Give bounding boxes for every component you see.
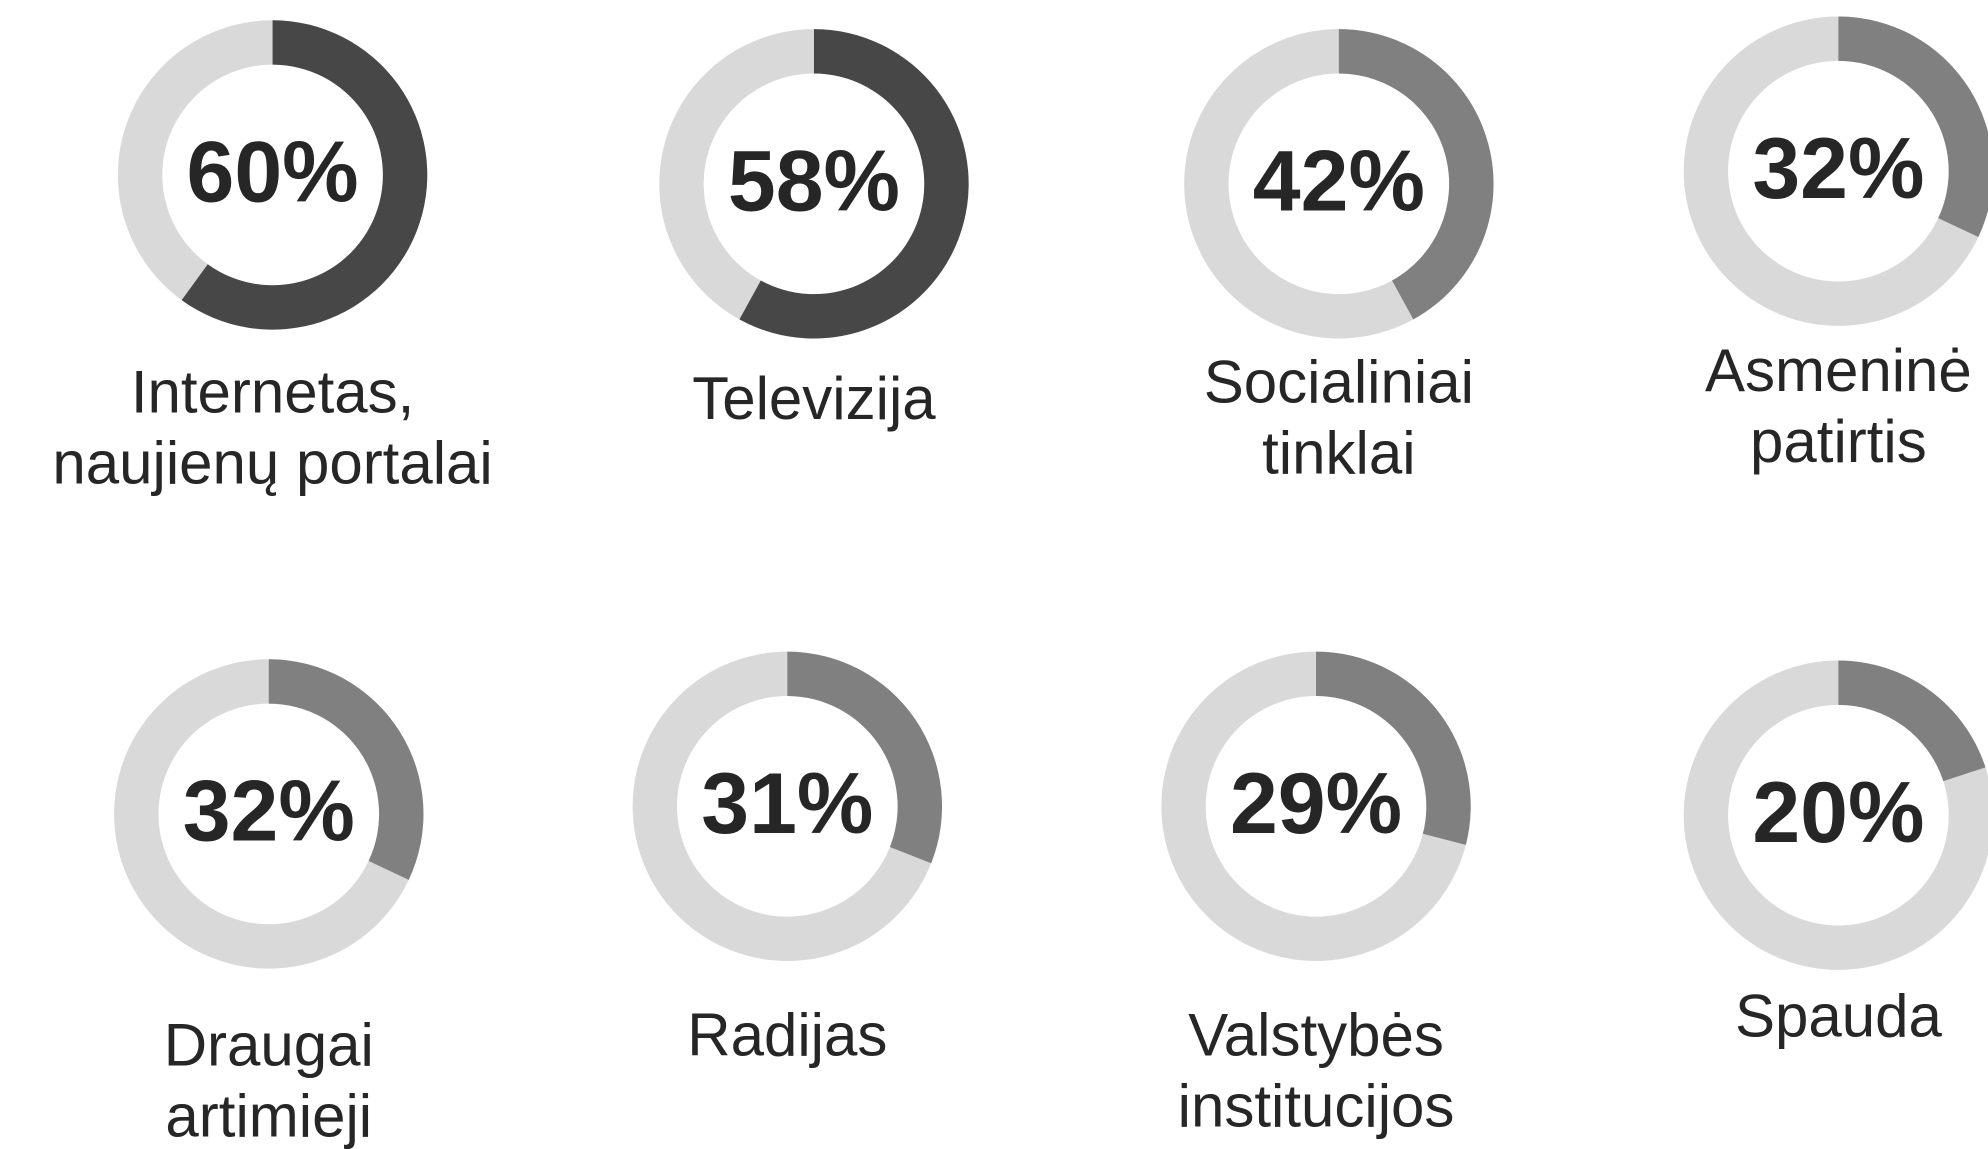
donut-segment (739, 29, 969, 339)
donut-segment (1838, 660, 1986, 782)
category-label: tinklai (1262, 420, 1415, 487)
category-label: Socialiniai (1204, 349, 1474, 416)
category-label: Internetas, (131, 359, 415, 426)
category-label: Radijas (687, 1001, 887, 1068)
value-label: 32% (1752, 121, 1924, 217)
value-label: 42% (1253, 134, 1425, 230)
donut-segment (268, 659, 424, 880)
category-label: Valstybės (1188, 1001, 1444, 1068)
value-label: 60% (187, 125, 359, 221)
value-label: 31% (701, 756, 873, 852)
value-label: 20% (1752, 765, 1924, 861)
category-label: institucijos (1178, 1072, 1455, 1139)
category-label: naujienų portalai (52, 430, 492, 497)
value-label: 29% (1230, 756, 1402, 852)
donut-segment (1338, 29, 1494, 320)
value-label: 58% (728, 134, 900, 230)
value-label: 32% (183, 764, 355, 860)
category-label: Televizija (692, 365, 936, 432)
category-label: Draugai (164, 1012, 374, 1079)
donut-segment (1316, 651, 1471, 845)
category-label: patirtis (1750, 408, 1927, 475)
category-label: Spauda (1735, 982, 1942, 1049)
donut-segment (1838, 16, 1988, 238)
donut-segment (787, 651, 943, 864)
donut-segment (181, 20, 428, 330)
category-label: Asmeninė (1705, 337, 1972, 404)
category-label: artimieji (165, 1083, 372, 1149)
